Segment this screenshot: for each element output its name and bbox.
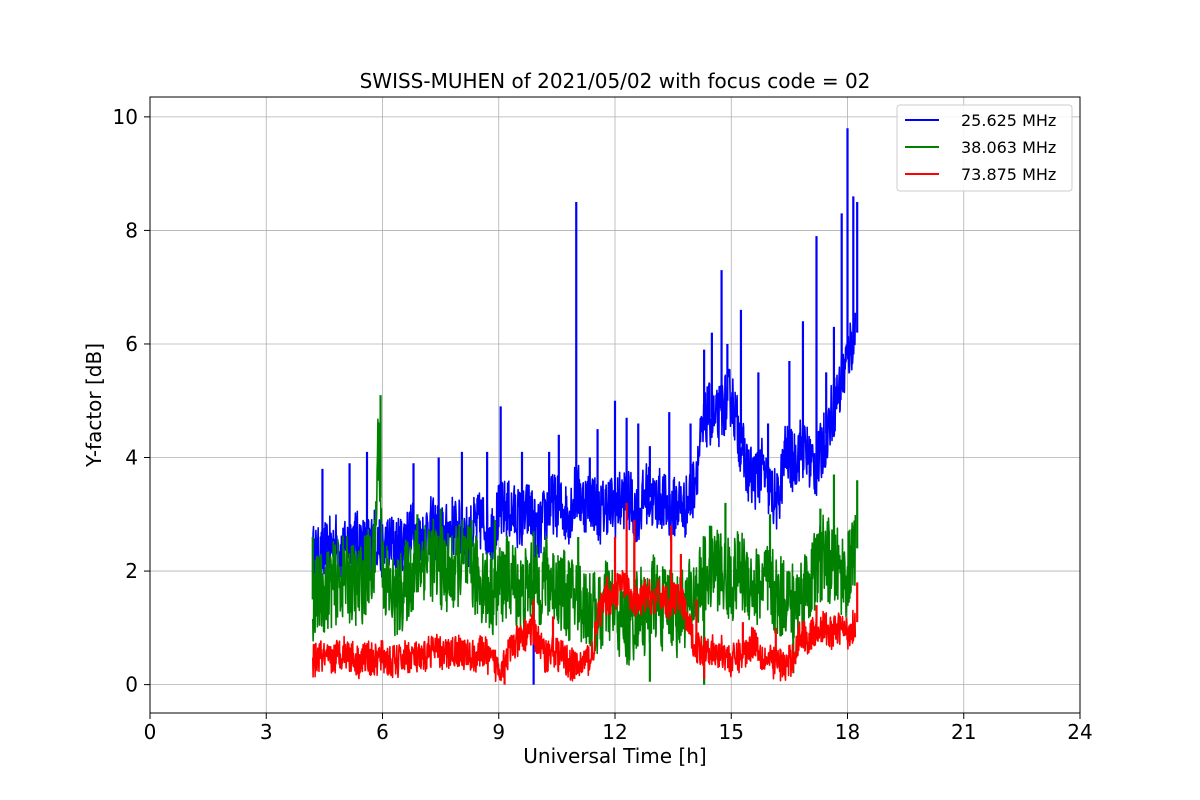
- x-tick-label: 9: [492, 720, 505, 744]
- x-tick-label: 21: [951, 720, 976, 744]
- y-tick-label: 6: [125, 332, 138, 356]
- y-axis-ticks: 0 2 4 6 8 10: [113, 105, 150, 697]
- y-tick-label: 2: [125, 559, 138, 583]
- x-tick-label: 0: [144, 720, 157, 744]
- y-tick-label: 10: [113, 105, 138, 129]
- x-tick-label: 12: [602, 720, 627, 744]
- x-tick-label: 3: [260, 720, 273, 744]
- series-38-063-mhz: [311, 395, 859, 685]
- chart-title: SWISS-MUHEN of 2021/05/02 with focus cod…: [360, 69, 871, 93]
- y-tick-label: 0: [125, 673, 138, 697]
- legend-label: 73.875 MHz: [961, 165, 1056, 184]
- legend: 25.625 MHz 38.063 MHz 73.875 MHz: [896, 104, 1073, 192]
- x-tick-label: 15: [719, 720, 744, 744]
- y-tick-label: 4: [125, 446, 138, 470]
- x-tick-label: 6: [376, 720, 389, 744]
- plot-lines: [311, 128, 859, 685]
- series-trace: [312, 418, 857, 666]
- legend-box: [896, 104, 1073, 192]
- x-axis-label: Universal Time [h]: [523, 744, 706, 768]
- series-25-625-mhz: [312, 128, 859, 685]
- legend-label: 38.063 MHz: [961, 138, 1056, 157]
- legend-label: 25.625 MHz: [961, 111, 1056, 130]
- x-tick-label: 24: [1067, 720, 1092, 744]
- y-tick-label: 8: [125, 218, 138, 242]
- y-axis-label: Y-factor [dB]: [82, 343, 106, 468]
- series-73-875-mhz: [312, 502, 859, 685]
- series-trace: [312, 312, 857, 589]
- x-tick-label: 18: [835, 720, 860, 744]
- x-axis-ticks: 0 3 6 9 12 15 18 21 24: [144, 713, 1093, 744]
- series-trace: [312, 569, 857, 682]
